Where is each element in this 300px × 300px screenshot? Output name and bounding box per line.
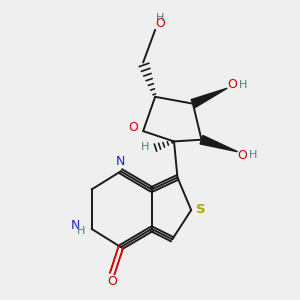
Text: O: O bbox=[129, 121, 139, 134]
Text: S: S bbox=[196, 202, 206, 215]
Text: N: N bbox=[70, 219, 80, 232]
Text: H: H bbox=[238, 80, 247, 90]
Text: H: H bbox=[141, 142, 149, 152]
Text: H: H bbox=[156, 13, 164, 23]
Text: O: O bbox=[155, 17, 165, 30]
Text: O: O bbox=[227, 78, 237, 91]
Polygon shape bbox=[200, 136, 238, 152]
Text: N: N bbox=[116, 155, 125, 168]
Text: H: H bbox=[77, 226, 86, 236]
Text: H: H bbox=[249, 150, 257, 160]
Polygon shape bbox=[191, 88, 227, 108]
Text: O: O bbox=[107, 274, 117, 288]
Text: O: O bbox=[238, 148, 248, 162]
